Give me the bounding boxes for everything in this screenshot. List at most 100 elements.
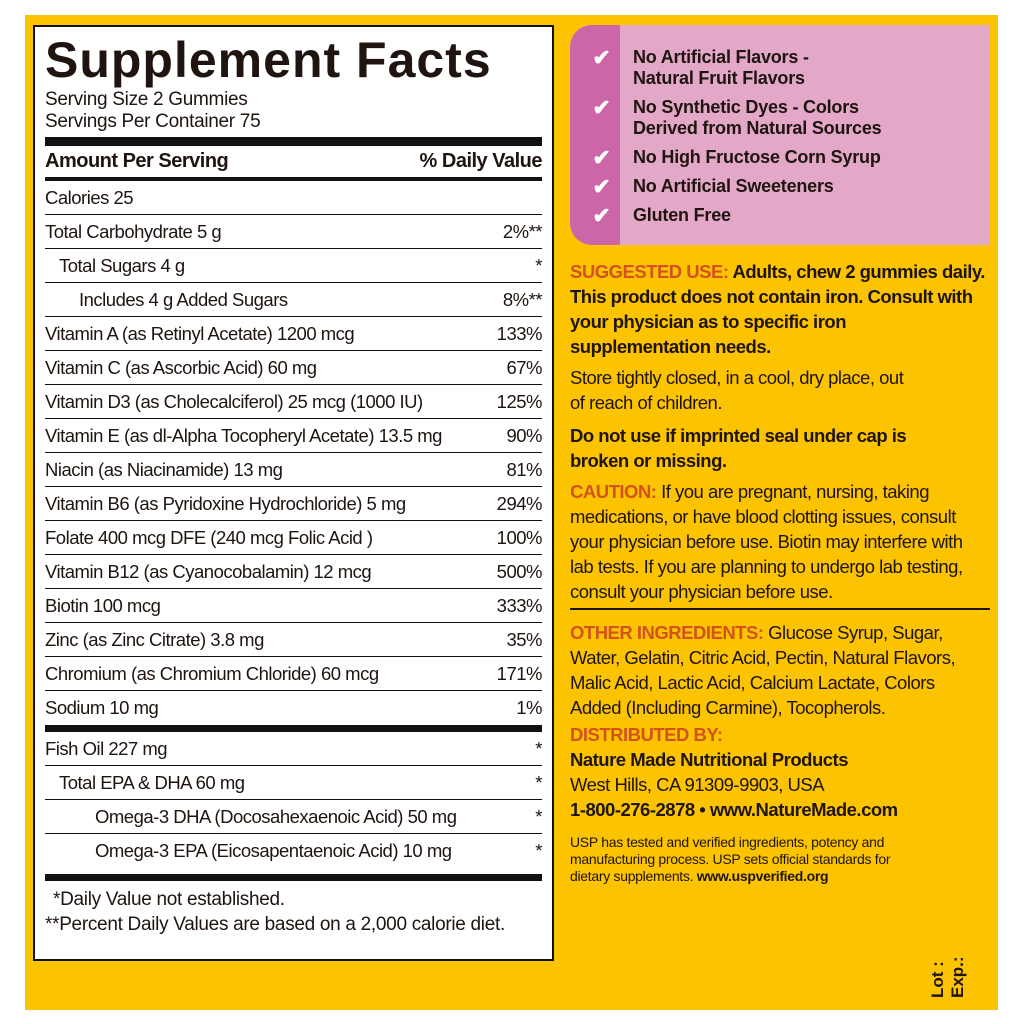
other-ingredients: OTHER INGREDIENTS: Glucose Syrup, Sugar,…	[570, 622, 956, 718]
exp-label: Exp.:	[948, 956, 967, 998]
nutrient-row: Chromium (as Chromium Chloride) 60 mcg 17…	[45, 657, 543, 691]
usp-statement: USP has tested and verified ingredients,…	[570, 834, 891, 884]
nutrient-row: Vitamin B6 (as Pyridoxine Hydrochloride)…	[45, 487, 543, 521]
check-icon: ✔	[592, 145, 611, 170]
nutrient-name: Biotin 100 mcg	[45, 594, 161, 616]
claim-item: ✔ No High Fructose Corn Syrup	[570, 145, 990, 170]
nutrient-name: Vitamin C (as Ascorbic Acid) 60 mg	[45, 356, 317, 378]
claims-box: ✔ No Artificial Flavors - Natural Fruit Fl…	[570, 25, 990, 245]
nutrient-list: Calories 25 Total Carbohydrate 5 g 2%** Tot…	[45, 181, 543, 725]
distributor-address: West Hills, CA 91309-9903, USA	[570, 774, 825, 795]
usp-link: www.uspverified.org	[696, 868, 829, 884]
nutrient-dv: *	[535, 840, 542, 861]
divider	[45, 178, 542, 181]
claim-line: Natural Fruit Flavors	[633, 68, 805, 88]
nutrient-row: Vitamin A (as Retinyl Acetate) 1200 mcg 1…	[45, 317, 543, 351]
servings-per-container: Servings Per Container 75	[45, 111, 261, 132]
nutrient-name: Calories 25	[45, 186, 134, 208]
claim-item: ✔ No Synthetic Dyes - Colors Derived from …	[570, 97, 990, 139]
check-icon: ✔	[592, 95, 611, 120]
caution: CAUTION: If you are pregnant, nursing, t…	[570, 479, 990, 610]
nutrient-name: Includes 4 g Added Sugars	[79, 288, 288, 310]
nutrient-dv: 35%	[506, 628, 542, 650]
nutrient-dv: 125%	[496, 390, 543, 412]
amount-per-serving-label: Amount Per Serving	[45, 150, 229, 172]
footnote-daily-value: *Daily Value not established.	[53, 889, 285, 910]
suggested-use: SUGGESTED USE: Adults, chew 2 gummies da…	[570, 261, 985, 357]
check-icon: ✔	[592, 174, 611, 199]
nutrient-row: Vitamin C (as Ascorbic Acid) 60 mg 67%	[45, 351, 542, 385]
claim-item: ✔ No Artificial Flavors - Natural Fruit Fl…	[570, 47, 990, 89]
footnote-percent: **Percent Daily Values are based on a 2,…	[45, 914, 505, 935]
nutrient-dv: 8%**	[502, 288, 543, 310]
nutrient-name: Vitamin E (as dl-Alpha Tocopheryl Acetat…	[45, 424, 442, 446]
facts-title: Supplement Facts	[45, 32, 492, 88]
nutrient-name: Omega-3 EPA (Eicosapentaenoic Acid) 10 m…	[95, 840, 452, 861]
nutrient-name: Zinc (as Zinc Citrate) 3.8 mg	[45, 628, 264, 650]
nutrient-dv: *	[535, 805, 542, 827]
nutrient-dv: 2%**	[502, 220, 543, 242]
nutrient-row: Vitamin E (as dl-Alpha Tocopheryl Acetat…	[45, 419, 542, 453]
facts-header: Amount Per Serving % Daily Value	[45, 146, 543, 178]
nutrient-name: Niacin (as Niacinamide) 13 mg	[45, 458, 283, 480]
storage-text: Store tightly closed, in a cool, dry pla…	[570, 367, 904, 413]
nutrient-dv: 81%	[506, 458, 542, 480]
nutrient-row: Fish Oil 227 mg *	[45, 732, 542, 766]
nutrient-name: Vitamin A (as Retinyl Acetate) 1200 mcg	[45, 322, 355, 344]
seal-warning: Do not use if imprinted seal under cap i…	[570, 425, 907, 471]
claim-line: No Artificial Flavors -	[633, 47, 809, 67]
nutrient-dv: 90%	[506, 424, 542, 446]
nutrient-name: Omega-3 DHA (Docosahexaenoic Acid) 50 mg	[95, 805, 457, 827]
nutrient-dv: 294%	[496, 492, 543, 514]
nutrient-name: Vitamin B6 (as Pyridoxine Hydrochloride)…	[45, 492, 406, 514]
claim-item: ✔ Gluten Free	[570, 203, 990, 228]
divider	[45, 725, 542, 732]
nutrient-dv: 1%	[516, 697, 542, 718]
check-icon: ✔	[592, 45, 611, 70]
nutrient-row: Omega-3 EPA (Eicosapentaenoic Acid) 10 m…	[45, 834, 542, 868]
nutrient-row: Vitamin D3 (as Cholecalciferol) 25 mcg (…	[45, 385, 543, 419]
nutrient-dv: 333%	[496, 594, 543, 616]
supplement-facts-panel: Supplement Facts Serving Size 2 Gummies …	[33, 25, 554, 961]
distributor-name: Nature Made Nutritional Products	[570, 749, 848, 770]
nutrient-dv: *	[535, 254, 542, 276]
nutrient-name: Total Sugars 4 g	[59, 254, 185, 276]
nutrient-row: Folate 400 mcg DFE (240 mcg Folic Acid )…	[45, 521, 543, 555]
lot-label: Lot :	[928, 961, 947, 998]
nutrient-dv: 500%	[496, 560, 543, 582]
nutrient-name: Fish Oil 227 mg	[45, 737, 168, 759]
nutrient-row: Biotin 100 mcg 333%	[45, 589, 543, 623]
nutrient-dv: 133%	[496, 322, 543, 344]
nutrient-row: Sodium 10 mg 1%	[45, 691, 542, 725]
claim-line: Gluten Free	[633, 205, 731, 225]
nutrient-row: Total Carbohydrate 5 g 2%**	[45, 215, 543, 249]
nutrient-row: Vitamin B12 (as Cyanocobalamin) 12 mcg 50…	[45, 555, 543, 589]
nutrient-name: Folate 400 mcg DFE (240 mcg Folic Acid )	[45, 526, 373, 548]
nutrient-dv: 100%	[496, 526, 543, 548]
claim-line: No High Fructose Corn Syrup	[633, 147, 881, 167]
distributor: DISTRIBUTED BY: Nature Made Nutritional …	[570, 722, 990, 822]
nutrient-dv: *	[535, 737, 542, 759]
nutrient-dv: 67%	[506, 356, 542, 378]
nutrient-row: Niacin (as Niacinamide) 13 mg 81%	[45, 453, 542, 487]
nutrient-row: Zinc (as Zinc Citrate) 3.8 mg 35%	[45, 623, 542, 657]
claim-line: No Synthetic Dyes - Colors	[633, 97, 859, 117]
nutrient-name: Total EPA & DHA 60 mg	[59, 771, 245, 793]
info-column: ✔ No Artificial Flavors - Natural Fruit Fl…	[570, 25, 990, 885]
check-icon: ✔	[592, 203, 611, 228]
claim-line: No Artificial Sweeteners	[633, 176, 834, 196]
daily-value-label: % Daily Value	[419, 150, 543, 172]
nutrient-name: Chromium (as Chromium Chloride) 60 mcg	[45, 662, 379, 684]
serving-size: Serving Size 2 Gummies	[45, 89, 248, 110]
distributor-contact: 1-800-276-2878 • www.NatureMade.com	[570, 799, 898, 820]
claim-line: Derived from Natural Sources	[633, 118, 882, 138]
nutrient-dv: *	[535, 771, 542, 793]
footnotes: *Daily Value not established. **Percent …	[45, 887, 542, 937]
nutrient-row: Includes 4 g Added Sugars 8%**	[45, 283, 543, 317]
nutrient-name: Total Carbohydrate 5 g	[45, 220, 222, 242]
nutrient-row: Calories 25	[45, 181, 542, 215]
oil-list: Fish Oil 227 mg * Total EPA & DHA 60 mg * Om…	[45, 732, 542, 868]
nutrient-row: Total EPA & DHA 60 mg *	[45, 766, 542, 800]
divider	[45, 137, 542, 146]
divider	[45, 874, 542, 881]
